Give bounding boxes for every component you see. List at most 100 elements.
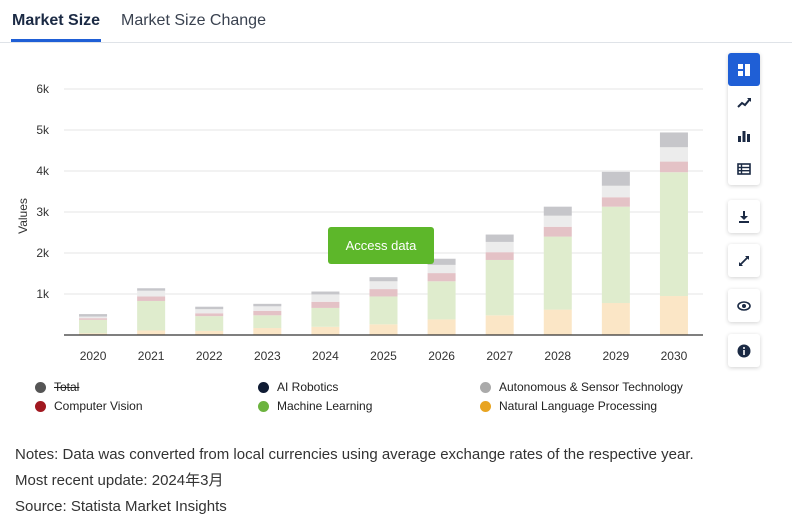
x-tick-label: 2022 (196, 349, 223, 363)
access-data-button[interactable]: Access data (328, 227, 434, 264)
info-icon (737, 344, 751, 357)
bar-segment (137, 296, 166, 301)
download-button[interactable] (728, 200, 760, 233)
bar-segment (253, 303, 282, 307)
bar-segment (427, 264, 456, 274)
fullscreen-button[interactable] (728, 244, 760, 277)
legend-label: Natural Language Processing (499, 399, 658, 413)
legend-dot (258, 381, 269, 393)
y-tick-label: 1k (36, 287, 50, 301)
x-tick-label: 2023 (254, 349, 281, 363)
y-tick-label: 6k (36, 82, 50, 96)
line-chart-button[interactable] (728, 86, 760, 119)
eye-icon (737, 300, 751, 311)
legend-dot (35, 381, 46, 393)
x-tick-label: 2025 (370, 349, 397, 363)
x-tick-label: 2029 (603, 349, 630, 363)
bar-segment (137, 330, 166, 335)
table-view-button[interactable] (728, 152, 760, 185)
legend-item-ai-robotics[interactable]: AI Robotics (258, 380, 338, 394)
legend-item-total[interactable]: Total (35, 380, 79, 394)
bar-segment (369, 296, 398, 325)
bar-segment (369, 281, 398, 290)
legend-label: AI Robotics (277, 380, 339, 394)
expand-icon (739, 255, 749, 266)
download-group (728, 200, 760, 233)
tab-bar: Market Size Market Size Change (0, 0, 792, 43)
source-text: Source: Statista Market Insights (15, 498, 227, 515)
grid-view-button[interactable] (728, 53, 760, 86)
view-button[interactable] (728, 289, 760, 322)
legend-item-computer-vision[interactable]: Computer Vision (35, 399, 143, 413)
chart-type-toolbar (728, 53, 760, 185)
bar-segment (543, 226, 572, 237)
download-icon (739, 210, 749, 223)
stacked-bar-chart: 1k 2k 3k 4k 5k 6k Values 2020 2021 2022 2023 2024 20… (16, 82, 703, 363)
y-tick-label: 3k (36, 205, 50, 219)
tab-market-size-change[interactable]: Market Size Change (121, 12, 266, 29)
bar-segment (659, 161, 688, 173)
bar-segment (543, 215, 572, 227)
legend-item-nlp[interactable]: Natural Language Processing (480, 399, 657, 413)
y-axis-title: Values (16, 198, 30, 234)
bar-segment (659, 147, 688, 162)
trend-line-icon (737, 97, 751, 108)
bar-segment (601, 185, 630, 198)
legend-dot (480, 400, 491, 412)
bar-segment (195, 309, 224, 314)
y-tick-label: 5k (36, 123, 50, 137)
bar-segment (137, 288, 166, 291)
chart-notes: Notes: Data was converted from local cur… (15, 442, 694, 520)
legend-item-machine-learning[interactable]: Machine Learning (258, 399, 372, 413)
bar-segment (601, 206, 630, 304)
legend-item-autonomous-sensor[interactable]: Autonomous & Sensor Technology (480, 380, 683, 394)
notes-text: Notes: Data was converted from local cur… (15, 446, 694, 463)
bar-segment (311, 294, 340, 302)
bar-segment (311, 291, 340, 295)
bar-segment (369, 289, 398, 297)
bar-segment (659, 172, 688, 297)
legend-dot (480, 381, 491, 393)
legend-label: Machine Learning (277, 399, 373, 413)
tab-market-size[interactable]: Market Size (10, 12, 102, 42)
bar-segment (427, 281, 456, 320)
bar-segment (79, 319, 108, 334)
bar-segment (253, 328, 282, 335)
legend-label: Computer Vision (54, 399, 143, 413)
legend-label: Total (54, 380, 80, 394)
info-group (728, 334, 760, 367)
bar-segment (601, 171, 630, 186)
bar-segment (79, 316, 108, 319)
bar-segment (311, 307, 340, 327)
bar-segment (253, 310, 282, 316)
bar-segment (427, 258, 456, 265)
fullscreen-group (728, 244, 760, 277)
bar-segment (543, 236, 572, 310)
bar-segment (485, 259, 514, 316)
x-tick-label: 2020 (80, 349, 107, 363)
bar-chart-button[interactable] (728, 119, 760, 152)
bar-segment (79, 333, 108, 335)
bar-segment (659, 296, 688, 335)
bar-segment (311, 301, 340, 308)
bar-segment (485, 252, 514, 260)
x-tick-label: 2021 (138, 349, 165, 363)
x-tick-label: 2028 (544, 349, 571, 363)
bar-segment (485, 315, 514, 335)
bar-segment (369, 277, 398, 282)
bar-segment (253, 306, 282, 311)
bar-segment (195, 306, 224, 310)
bar-segment (137, 300, 166, 331)
visibility-group (728, 289, 760, 322)
grid-icon (738, 63, 750, 76)
bar-segment (137, 290, 166, 297)
bar-segment (79, 314, 108, 317)
table-icon (737, 162, 751, 175)
bar-segment (659, 132, 688, 148)
x-tick-label: 2024 (312, 349, 339, 363)
info-button[interactable] (728, 334, 760, 367)
bar-segment (543, 206, 572, 216)
bar-segment (195, 330, 224, 335)
bar-segment (485, 241, 514, 253)
legend-label: Autonomous & Sensor Technology (499, 380, 683, 394)
